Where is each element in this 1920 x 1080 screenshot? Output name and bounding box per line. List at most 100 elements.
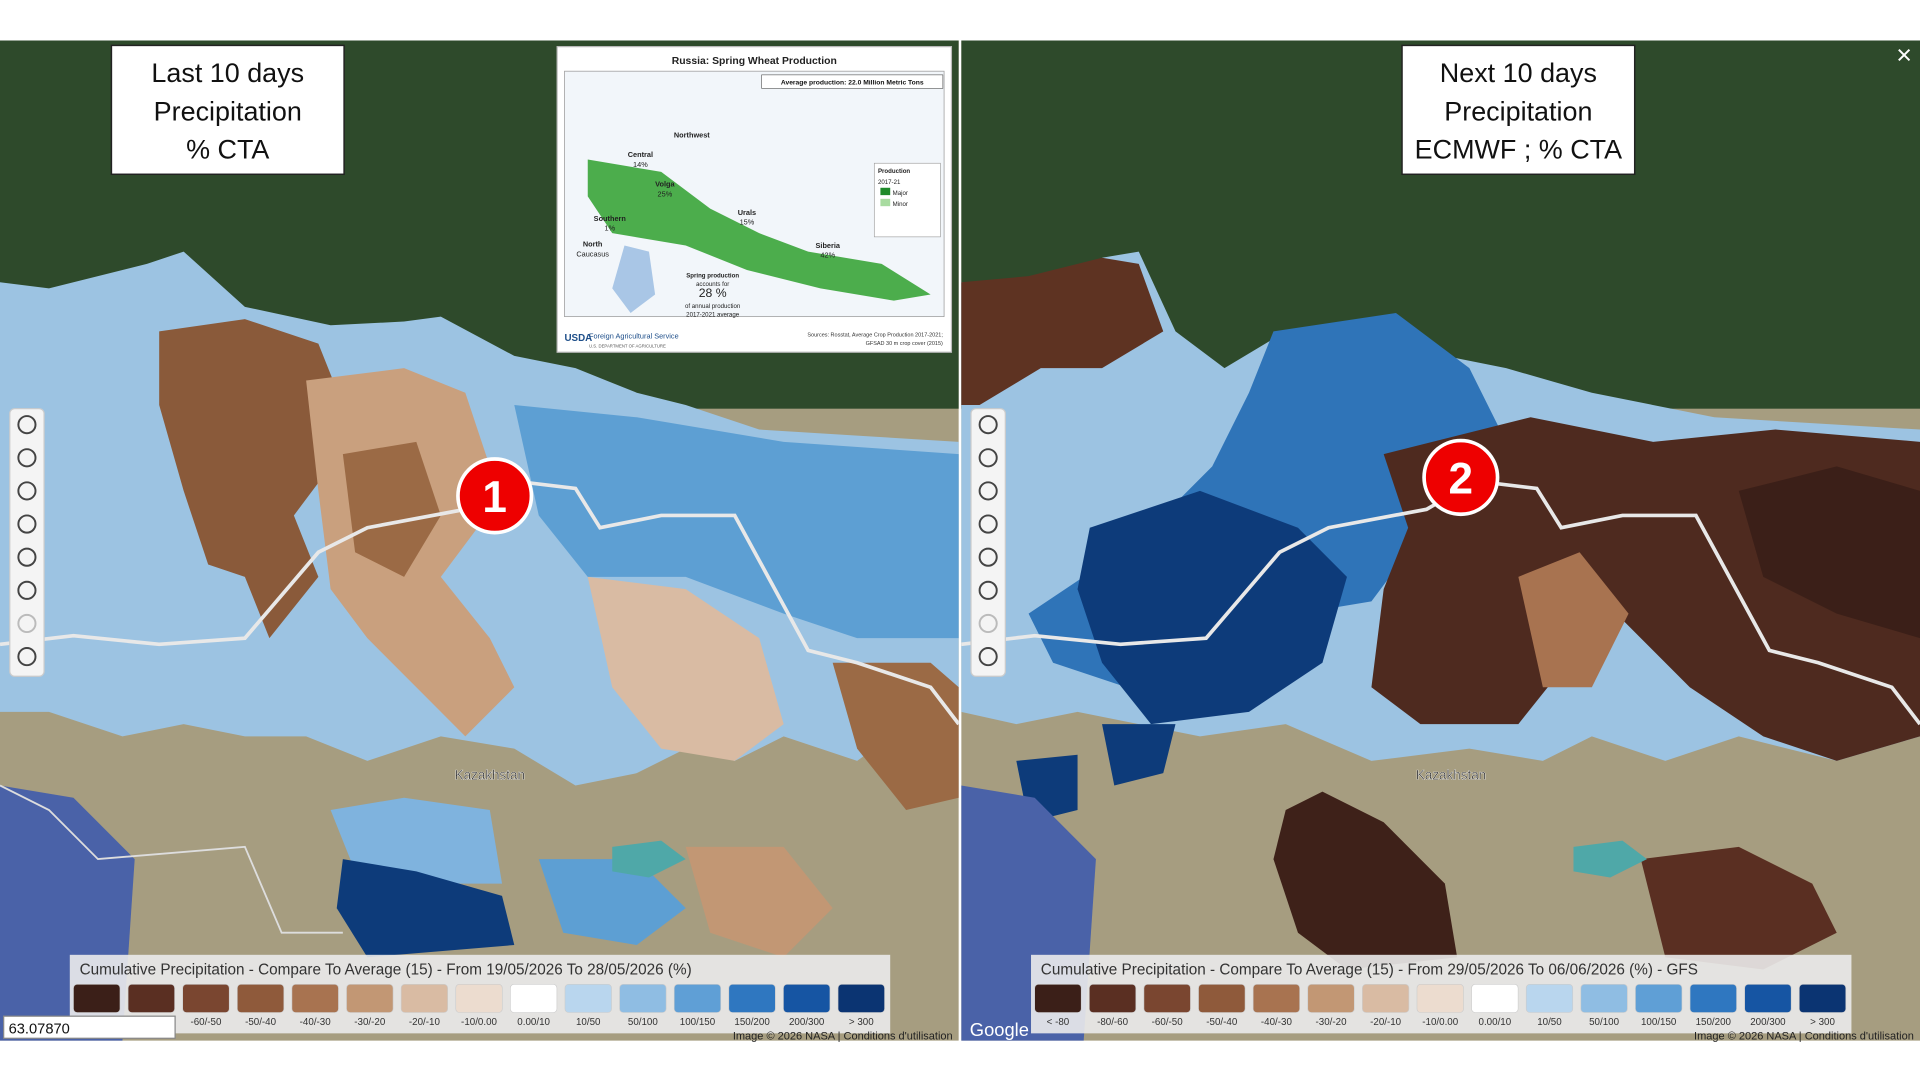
tool-measure[interactable] xyxy=(17,580,37,600)
legend-title: Cumulative Precipitation - Compare To Av… xyxy=(1041,961,1698,978)
inset-source: Sources: Rosstat, Average Crop Productio… xyxy=(807,332,943,338)
legend-swatch xyxy=(291,983,339,1013)
title-line: Last 10 days xyxy=(151,58,304,88)
inset-legend-box xyxy=(873,162,941,238)
close-button[interactable]: × xyxy=(1896,40,1912,70)
inset-legend-minor xyxy=(880,198,891,207)
legend-swatch xyxy=(837,983,885,1013)
inset-region-pct: 15% xyxy=(740,218,755,227)
legend-label: > 300 xyxy=(849,1017,874,1028)
title-box xyxy=(1401,44,1636,176)
inset-average: Average production: 22.0 Million Metric … xyxy=(781,80,924,87)
legend-label: -20/-10 xyxy=(409,1017,441,1028)
legend-swatch xyxy=(127,983,175,1013)
legend-swatch xyxy=(783,983,831,1013)
tool-search[interactable] xyxy=(978,547,998,567)
legend-swatch xyxy=(1034,983,1082,1013)
inset-source: GFSAD 30 m crop cover (2015) xyxy=(866,341,943,347)
title-line: Precipitation xyxy=(154,96,302,126)
legend-swatch xyxy=(564,983,612,1013)
legend-swatch xyxy=(1525,983,1574,1013)
tool-zoom-layers[interactable] xyxy=(17,415,37,435)
legend-label: -60/-50 xyxy=(190,1017,222,1028)
tool-zoom-out[interactable] xyxy=(978,481,998,501)
legend-label: 200/300 xyxy=(1750,1017,1786,1028)
legend-swatch xyxy=(728,983,776,1013)
inset-wheat xyxy=(587,159,931,301)
place-label: Kazakhstan xyxy=(455,767,525,782)
legend-swatch xyxy=(1471,983,1519,1013)
overlay: Last 10 days Precipitation % CTA 1 Kazakhsta… xyxy=(3,40,1914,1043)
legend-label: 150/200 xyxy=(1696,1017,1732,1028)
legend: Cumulative Precipitation - Compare To Av… xyxy=(1031,954,1852,1034)
legend-swatch xyxy=(1088,983,1137,1013)
legend-swatch xyxy=(510,983,558,1013)
tool-zoom-in[interactable] xyxy=(978,448,998,468)
tool-zoom-out[interactable] xyxy=(17,481,37,501)
tool-zoom-in[interactable] xyxy=(17,448,37,468)
tool-target[interactable] xyxy=(17,613,37,634)
legend-label: 150/200 xyxy=(734,1017,770,1028)
tool-locate[interactable] xyxy=(978,514,998,534)
legend-swatch xyxy=(455,983,503,1013)
legend-swatch xyxy=(400,983,448,1013)
title-line: Precipitation xyxy=(1444,96,1592,126)
inset-region: North xyxy=(583,240,603,249)
legend-label: -50/-40 xyxy=(245,1017,277,1028)
tool-draw[interactable] xyxy=(17,647,37,667)
toolbar xyxy=(9,408,45,677)
inset-region-pct: Caucasus xyxy=(576,249,609,258)
legend-swatch xyxy=(346,983,394,1013)
title-line: Next 10 days xyxy=(1440,58,1597,88)
inset-region-pct: 1% xyxy=(604,224,615,233)
inset-spring: of annual production xyxy=(685,303,740,310)
inset-spring: 28 % xyxy=(699,286,727,300)
tool-draw[interactable] xyxy=(978,647,998,667)
tool-search[interactable] xyxy=(17,547,37,567)
legend-swatch xyxy=(182,983,230,1013)
legend-label: 50/100 xyxy=(1589,1017,1619,1028)
inset-department: U.S. DEPARTMENT OF AGRICULTURE xyxy=(589,343,666,348)
legend-label: -30/-20 xyxy=(1316,1017,1348,1028)
legend-label: > 300 xyxy=(1810,1017,1835,1028)
inset-agency-name: Foreign Agricultural Service xyxy=(589,332,679,341)
legend-swatch xyxy=(1635,983,1683,1013)
toolbar xyxy=(970,408,1006,677)
legend-swatch xyxy=(1307,983,1355,1013)
legend-swatch xyxy=(619,983,667,1013)
marker-label: 2 xyxy=(1449,454,1474,503)
legend: Cumulative Precipitation - Compare To Av… xyxy=(69,954,891,1034)
marker xyxy=(1422,438,1500,517)
inset-region: Southern xyxy=(594,214,627,223)
tool-target[interactable] xyxy=(978,613,998,634)
legend-label: -50/-40 xyxy=(1206,1017,1238,1028)
attribution: Image © 2026 NASA | Conditions d'utilisa… xyxy=(1694,1030,1914,1042)
inset-region: Northwest xyxy=(674,130,710,139)
legend-swatch xyxy=(673,983,722,1013)
tool-locate[interactable] xyxy=(17,514,37,534)
legend-label: -20/-10 xyxy=(1370,1017,1402,1028)
inset-region-pct: 14% xyxy=(633,160,648,169)
legend-label: -30/-20 xyxy=(354,1017,386,1028)
inset-spring: Spring production xyxy=(686,272,739,279)
legend-swatch xyxy=(237,983,285,1013)
inset-spring: 2017-2021 average xyxy=(686,312,740,319)
inset-legend: Major xyxy=(893,190,908,197)
tool-zoom-layers[interactable] xyxy=(978,415,998,435)
inset-region: Volga xyxy=(655,180,675,189)
legend-label: -40/-30 xyxy=(300,1017,332,1028)
inset-legend: Minor xyxy=(893,201,908,208)
map-logo: Google xyxy=(970,1019,1029,1040)
tool-measure[interactable] xyxy=(978,580,998,600)
inset-region-pct: 42% xyxy=(820,251,835,260)
legend-label: 100/150 xyxy=(1641,1017,1677,1028)
legend-label: -40/-30 xyxy=(1261,1017,1293,1028)
inset-region-pct: 25% xyxy=(658,189,673,198)
marker xyxy=(456,457,534,535)
legend-label: -10/0.00 xyxy=(461,1017,497,1028)
legend-label: 10/50 xyxy=(576,1017,601,1028)
inset-agency: USDA xyxy=(564,333,592,344)
legend-label: 0.00/10 xyxy=(517,1017,550,1028)
